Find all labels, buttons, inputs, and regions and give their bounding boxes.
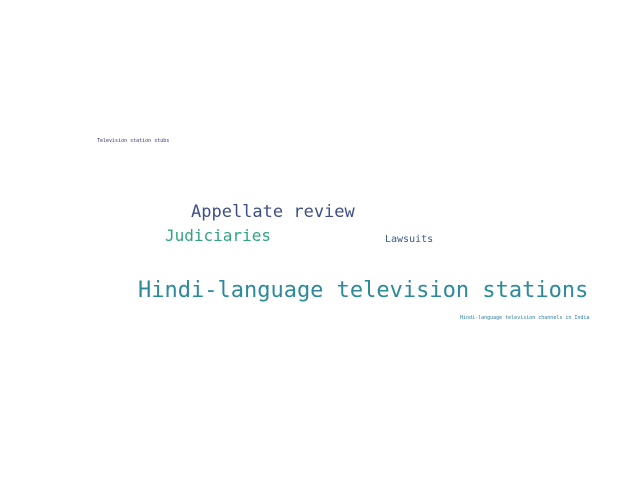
- word-judiciaries: Judiciaries: [165, 226, 271, 245]
- word-television-station-stubs: Television station stubs: [97, 138, 170, 144]
- word-hindi-language-television-stations: Hindi-language television stations: [138, 278, 589, 303]
- word-appellate-review: Appellate review: [191, 202, 355, 222]
- word-lawsuits: Lawsuits: [385, 234, 434, 245]
- word-hindi-language-television-channels-in-india: Hindi-language television channels in In…: [460, 315, 590, 321]
